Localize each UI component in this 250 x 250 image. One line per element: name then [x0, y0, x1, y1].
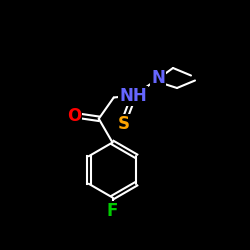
Text: O: O: [66, 107, 81, 125]
Text: S: S: [118, 115, 130, 133]
Text: F: F: [107, 202, 118, 220]
Text: N: N: [151, 69, 165, 87]
Text: NH: NH: [119, 87, 147, 105]
